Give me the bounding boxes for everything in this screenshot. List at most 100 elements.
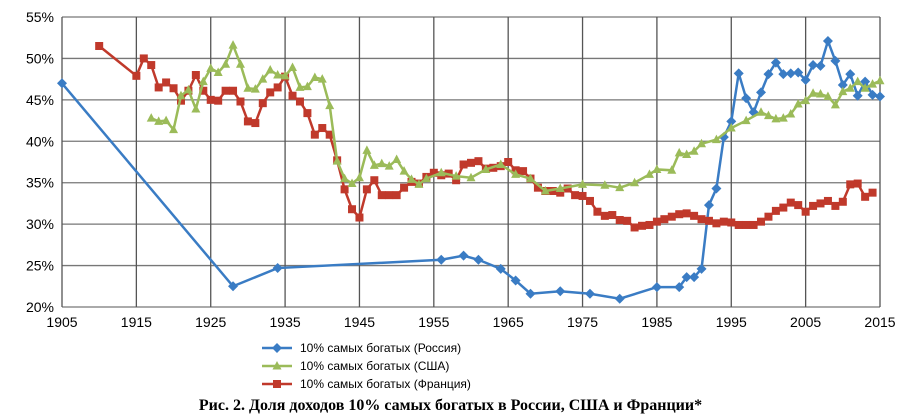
data-point: [340, 185, 349, 194]
series-1: [146, 40, 885, 195]
data-point: [555, 183, 565, 193]
data-point: [712, 219, 721, 228]
data-point: [191, 103, 201, 113]
legend-label: 10% самых богатых (США): [300, 359, 449, 373]
legend: 10% самых богатых (Россия) 10% самых бога…: [262, 341, 471, 391]
data-point: [838, 197, 847, 206]
y-tick-label: 25%: [26, 258, 54, 274]
y-tick-label: 55%: [26, 9, 54, 25]
series-2: [95, 42, 877, 232]
x-tick-label: 1995: [716, 314, 747, 330]
legend-item: 10% самых богатых (США): [262, 359, 449, 373]
data-point: [696, 263, 707, 274]
data-point: [867, 89, 878, 100]
x-tick-label: 2005: [790, 314, 821, 330]
y-tick-label: 50%: [26, 50, 54, 66]
data-point: [481, 164, 491, 173]
data-point: [868, 79, 878, 88]
series-group: [57, 36, 885, 304]
legend-item: 10% самых богатых (Франция): [262, 377, 471, 391]
data-point: [726, 123, 736, 132]
data-point: [667, 165, 677, 174]
x-tick-label: 1935: [270, 314, 301, 330]
data-point: [392, 191, 401, 200]
y-tick-label: 35%: [26, 175, 54, 191]
data-point: [191, 71, 200, 79]
data-point: [459, 160, 468, 169]
data-point: [578, 179, 588, 188]
data-point: [853, 76, 863, 86]
data-point: [779, 203, 788, 212]
data-point: [703, 200, 714, 211]
data-point: [733, 68, 744, 79]
data-point: [272, 361, 282, 370]
data-point: [793, 99, 803, 108]
data-point: [555, 286, 566, 297]
data-point: [540, 186, 550, 195]
data-point: [317, 74, 327, 83]
data-point: [377, 191, 386, 200]
x-tick-label: 1955: [418, 314, 449, 330]
data-point: [697, 138, 707, 148]
data-point: [451, 171, 461, 180]
data-point: [801, 207, 810, 216]
data-point: [808, 60, 819, 71]
x-tick-label: 2015: [864, 314, 895, 330]
data-point: [875, 91, 885, 102]
data-point: [377, 158, 387, 168]
data-point: [310, 72, 320, 81]
data-point: [355, 213, 364, 222]
data-point: [288, 62, 298, 72]
data-point: [265, 65, 275, 74]
y-tick-label: 30%: [26, 216, 54, 232]
data-point: [533, 183, 542, 192]
data-point: [614, 293, 625, 304]
data-point: [749, 220, 758, 229]
data-point: [458, 250, 469, 261]
data-point: [756, 107, 766, 116]
data-point: [860, 83, 870, 92]
data-point: [258, 74, 268, 83]
data-point: [770, 57, 781, 68]
legend-label: 10% самых богатых (Франция): [300, 377, 471, 391]
data-point: [846, 180, 855, 189]
data-point: [793, 67, 804, 78]
data-point: [370, 176, 379, 185]
data-point: [719, 217, 728, 226]
data-point: [815, 60, 826, 71]
data-point: [585, 196, 594, 205]
data-point: [525, 173, 535, 183]
data-point: [852, 90, 863, 101]
data-point: [183, 84, 193, 94]
data-point: [243, 83, 253, 92]
data-point: [325, 130, 334, 139]
data-point: [310, 130, 319, 139]
data-point: [161, 115, 171, 125]
data-point: [875, 75, 885, 85]
data-point: [838, 86, 848, 96]
x-tick-label: 1925: [195, 314, 226, 330]
x-tick-label: 1905: [46, 314, 77, 330]
data-point: [303, 109, 312, 118]
data-point: [600, 211, 609, 220]
series-line: [61, 37, 881, 300]
x-axis: 1905 1915 1925 1935 1945 1955 1965 1975 1985 1995…: [46, 314, 895, 330]
data-point: [258, 99, 267, 108]
data-point: [831, 201, 840, 210]
y-tick-label: 20%: [26, 299, 54, 315]
data-point: [348, 205, 357, 214]
data-point: [675, 210, 684, 219]
data-point: [273, 380, 281, 388]
y-tick-label: 40%: [26, 133, 54, 149]
data-point: [771, 113, 781, 123]
legend-label: 10% самых богатых (Россия): [300, 341, 461, 355]
data-point: [511, 169, 521, 178]
data-point: [652, 164, 662, 173]
data-point: [785, 68, 796, 79]
series-0: [57, 36, 885, 304]
data-point: [243, 117, 252, 126]
data-point: [495, 263, 506, 274]
data-point: [830, 99, 840, 109]
data-point: [154, 116, 164, 125]
data-point: [822, 36, 833, 47]
